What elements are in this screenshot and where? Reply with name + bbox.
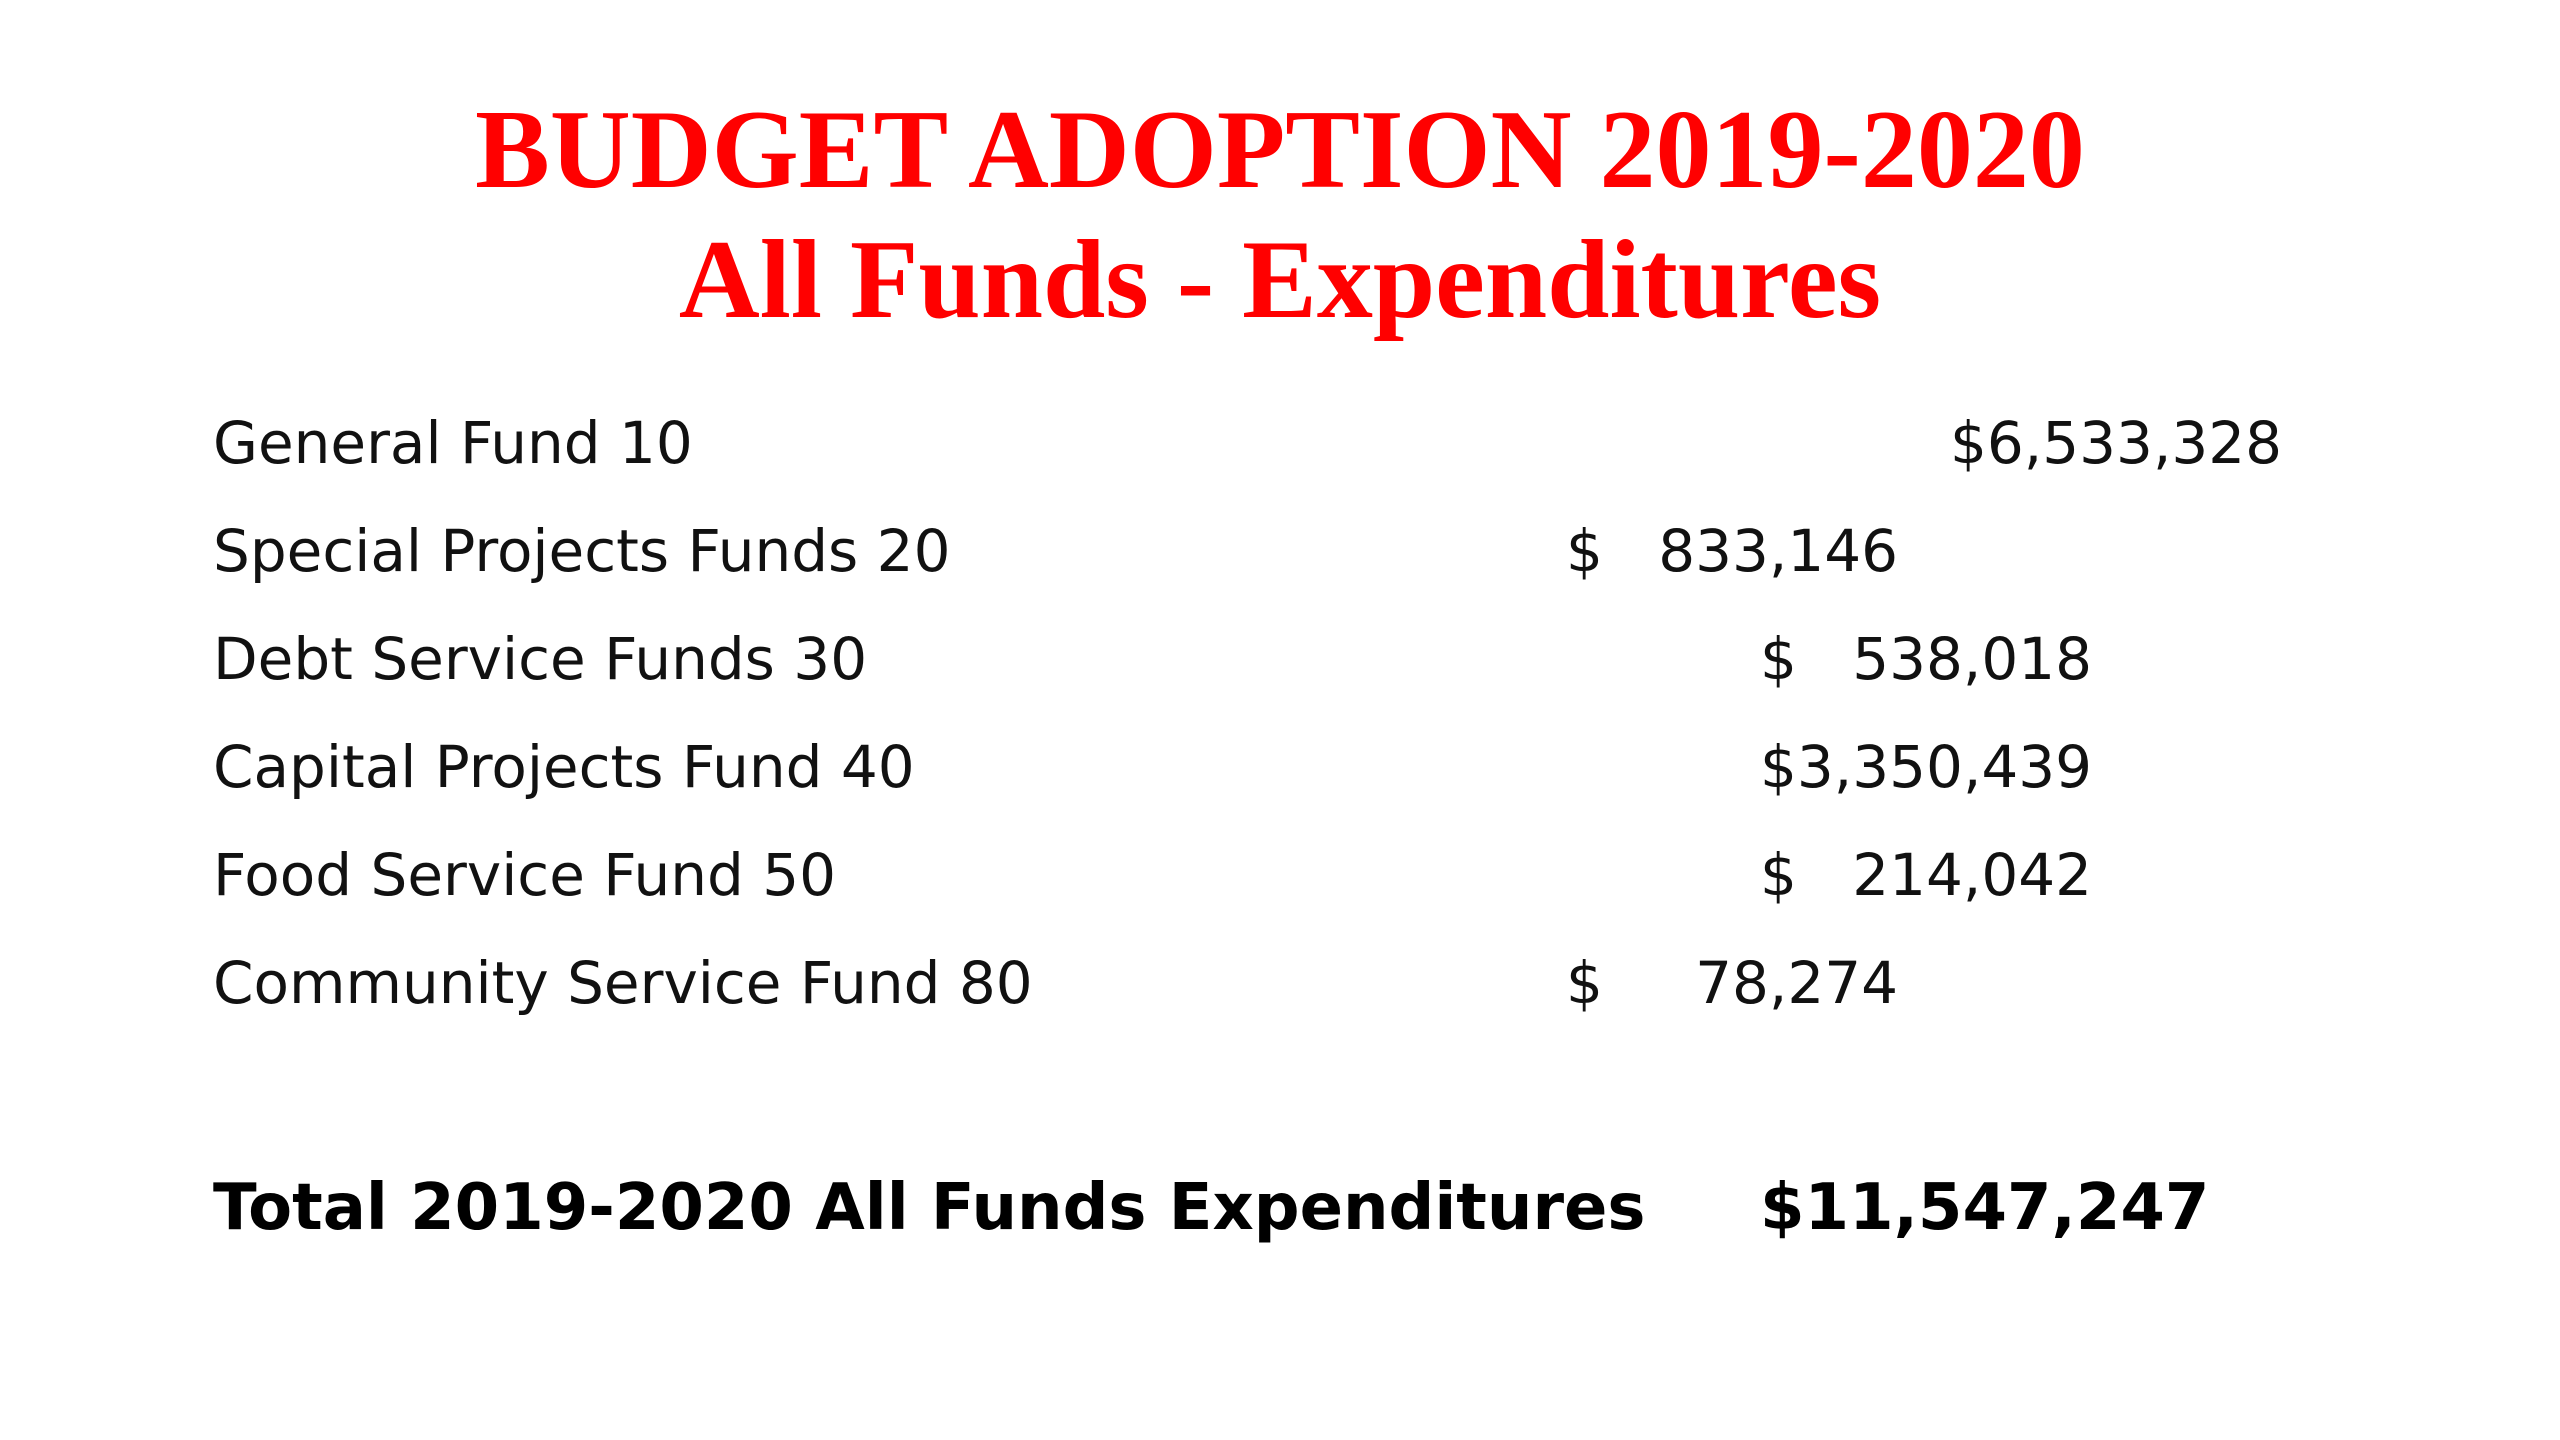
row-label-capital-projects: Capital Projects Fund 40 bbox=[213, 733, 915, 801]
total-label: Total 2019-2020 All Funds Expenditures bbox=[213, 1171, 1646, 1245]
row-label-community-service: Community Service Fund 80 bbox=[213, 949, 1033, 1017]
page-subtitle: All Funds - Expenditures bbox=[678, 218, 1882, 342]
row-amount-debt-service: $ 538,018 bbox=[1760, 625, 2093, 693]
row-label-debt-service: Debt Service Funds 30 bbox=[213, 625, 868, 693]
row-label-food-service: Food Service Fund 50 bbox=[213, 841, 837, 909]
row-amount-special-projects: $ 833,146 bbox=[1566, 517, 1899, 585]
row-amount-capital-projects: $3,350,439 bbox=[1760, 733, 2093, 801]
row-label-general-fund: General Fund 10 bbox=[213, 409, 693, 477]
row-label-special-projects: Special Projects Funds 20 bbox=[213, 517, 951, 585]
row-amount-community-service: $ 78,274 bbox=[1566, 949, 1899, 1017]
page-title: BUDGET ADOPTION 2019-2020 bbox=[475, 88, 2085, 212]
row-amount-food-service: $ 214,042 bbox=[1760, 841, 2093, 909]
row-amount-general-fund: $6,533,328 bbox=[1950, 409, 2283, 477]
total-amount: $11,547,247 bbox=[1760, 1171, 2210, 1245]
